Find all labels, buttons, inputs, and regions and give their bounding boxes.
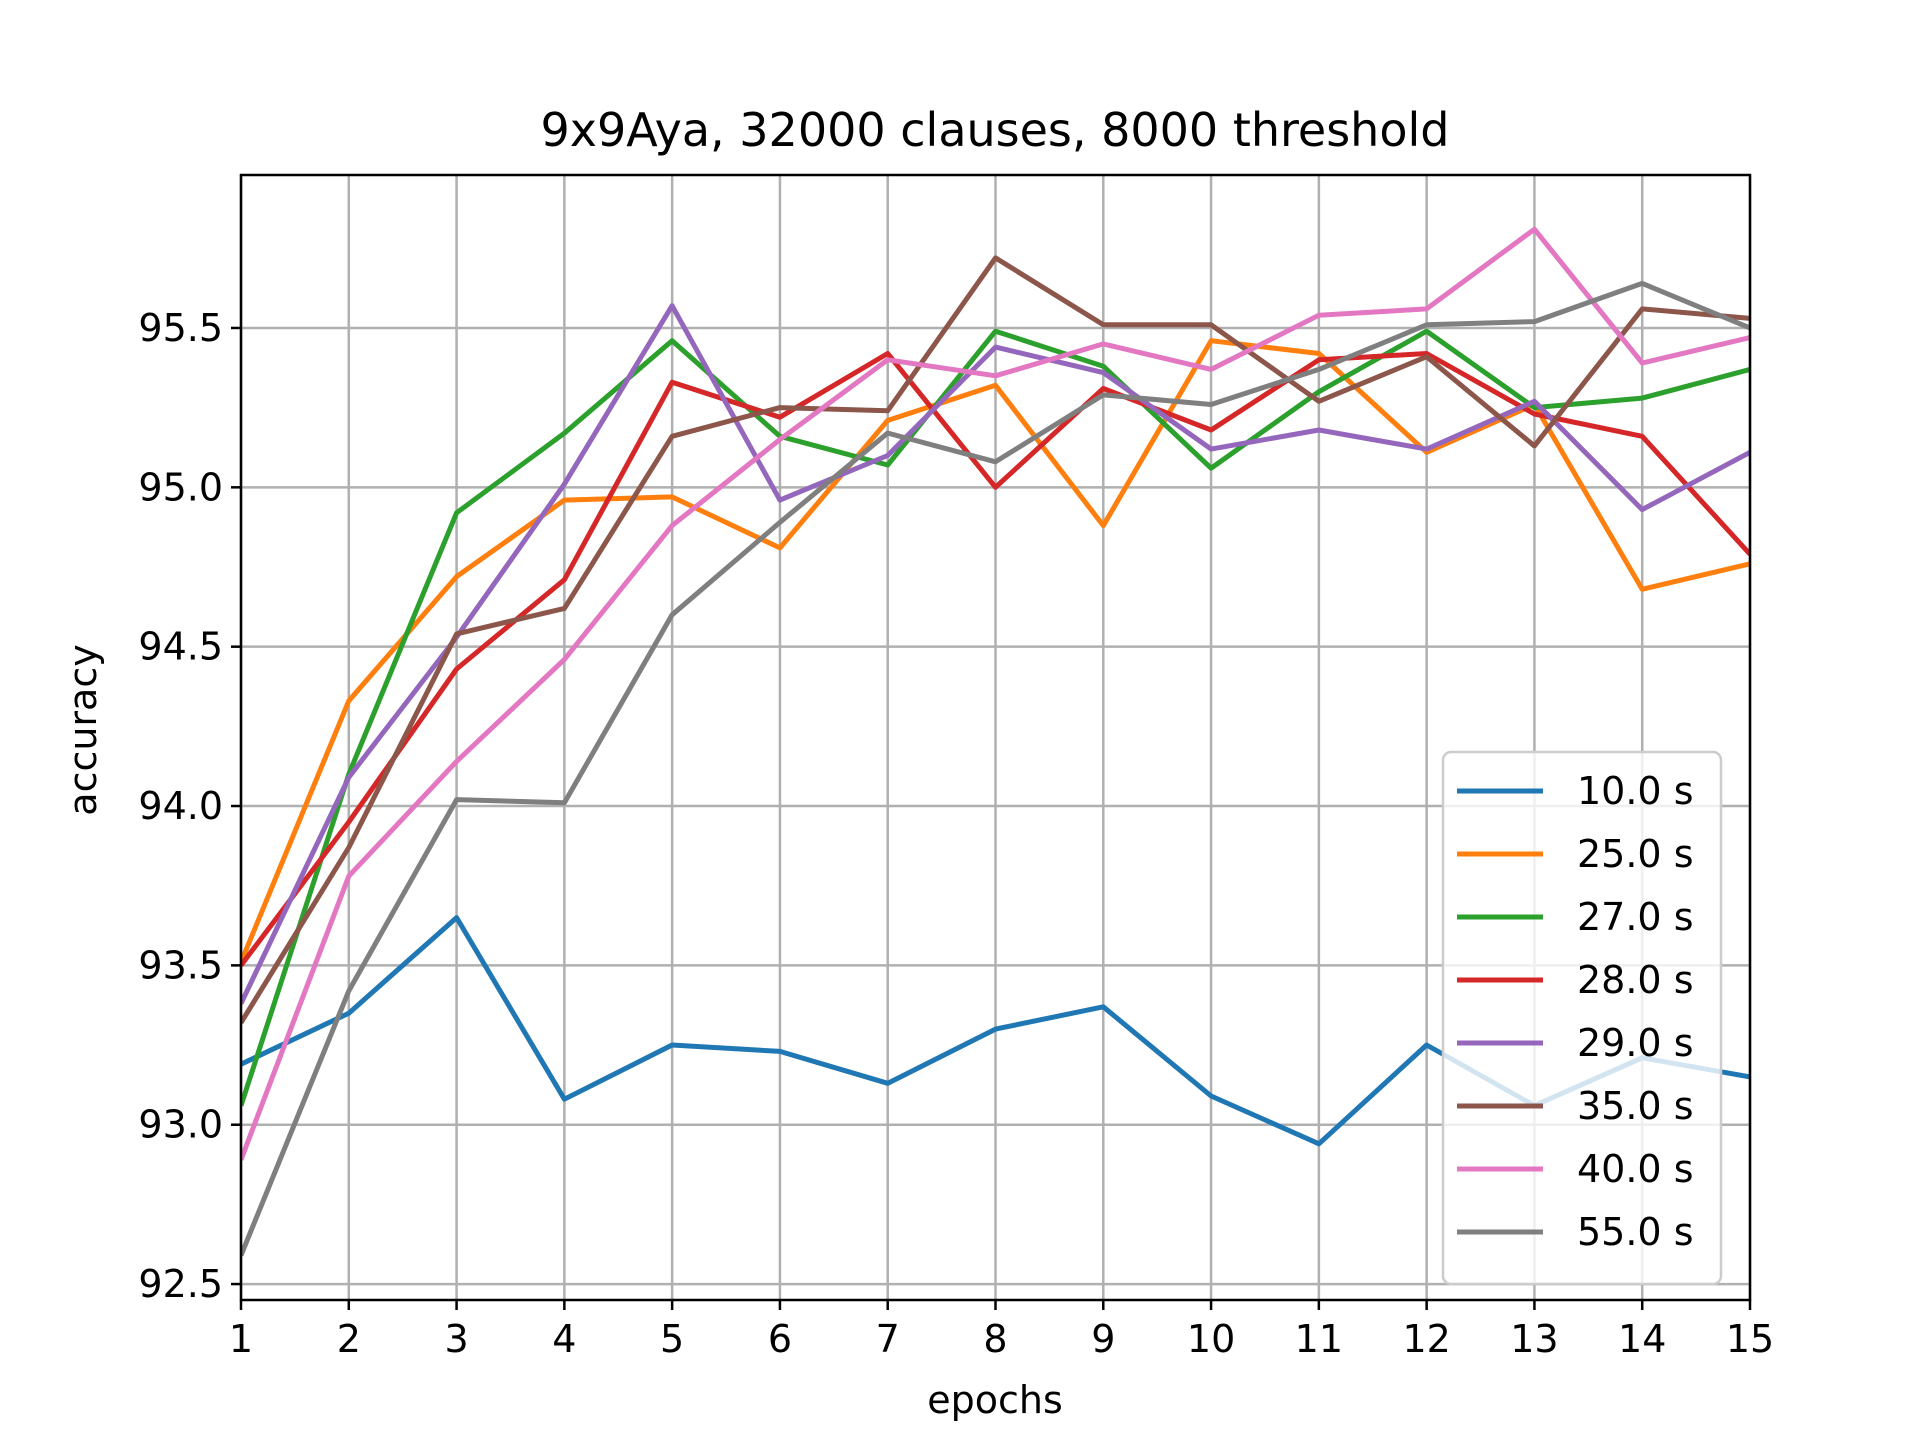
legend-label: 35.0 s (1577, 1084, 1694, 1128)
x-tick-label: 5 (660, 1317, 684, 1361)
chart-title: 9x9Aya, 32000 clauses, 8000 threshold (541, 103, 1450, 157)
x-tick-label: 6 (768, 1317, 792, 1361)
y-tick-label: 94.0 (138, 784, 223, 828)
series-lines (241, 226, 1750, 1257)
x-tick-label: 13 (1510, 1317, 1558, 1361)
x-tick-label: 9 (1091, 1317, 1115, 1361)
y-tick-label: 92.5 (138, 1262, 223, 1306)
x-tick-label: 15 (1726, 1317, 1774, 1361)
legend-box (1441, 750, 1723, 1286)
legend-entry: 35.0 s (1457, 1084, 1694, 1128)
y-tick-label: 95.5 (138, 306, 223, 350)
legend-entry: 10.0 s (1457, 769, 1694, 813)
y-axis-label: accuracy (61, 644, 105, 815)
series-line-27-0-s (241, 328, 1750, 1107)
legend-label: 55.0 s (1577, 1210, 1694, 1254)
x-tick-label: 14 (1618, 1317, 1666, 1361)
series-line-35-0-s (241, 255, 1750, 1025)
legend-label: 28.0 s (1577, 958, 1694, 1002)
x-tick-label: 4 (552, 1317, 576, 1361)
legend-label: 29.0 s (1577, 1021, 1694, 1065)
x-tick-label: 11 (1295, 1317, 1343, 1361)
legend: 10.0 s 25.0 s 27.0 s 28.0 s 29.0 s 35.0 s 40.0… (1441, 750, 1723, 1286)
series-line-40-0-s (241, 226, 1750, 1161)
legend-label: 27.0 s (1577, 895, 1694, 939)
legend-entry: 28.0 s (1457, 958, 1694, 1002)
x-tick-label: 3 (444, 1317, 468, 1361)
x-tick-label: 10 (1187, 1317, 1235, 1361)
y-tick-label: 95.0 (138, 465, 223, 509)
series-line-55-0-s (241, 280, 1750, 1257)
series-line-25-0-s (241, 338, 1750, 964)
x-tick-label: 8 (983, 1317, 1007, 1361)
legend-label: 10.0 s (1577, 769, 1694, 813)
x-axis-label: epochs (927, 1378, 1063, 1422)
x-tick-label: 2 (337, 1317, 361, 1361)
y-tick-label: 93.0 (138, 1103, 223, 1147)
legend-entry: 25.0 s (1457, 832, 1694, 876)
axis-ticks: 1 2 3 4 5 6 7 8 9 10 11 12 13 14 1592.593.093.594.094.… (138, 306, 1774, 1361)
legend-entry: 27.0 s (1457, 895, 1694, 939)
legend-entry: 55.0 s (1457, 1210, 1694, 1254)
series-line-28-0-s (241, 351, 1750, 967)
legend-label: 40.0 s (1577, 1147, 1694, 1191)
x-tick-label: 12 (1402, 1317, 1450, 1361)
y-tick-label: 94.5 (138, 625, 223, 669)
legend-entry: 29.0 s (1457, 1021, 1694, 1065)
x-tick-label: 1 (229, 1317, 253, 1361)
y-tick-label: 93.5 (138, 943, 223, 987)
legend-label: 25.0 s (1577, 832, 1694, 876)
x-tick-label: 7 (876, 1317, 900, 1361)
legend-entry: 40.0 s (1457, 1147, 1694, 1191)
